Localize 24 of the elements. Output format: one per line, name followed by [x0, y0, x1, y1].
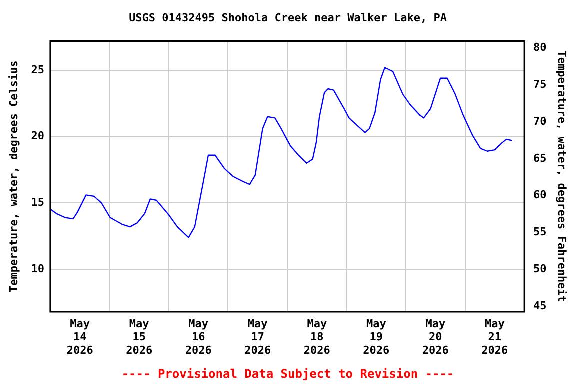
y-tick-label: 10: [31, 262, 44, 276]
y2-tick-label: 50: [534, 262, 547, 276]
x-tick-label: May 20 2026: [422, 317, 450, 357]
x-tick-label: May 17 2026: [244, 317, 272, 357]
x-tick-label: May 21 2026: [482, 317, 509, 357]
y2-tick-label: 45: [534, 299, 547, 312]
y-tick-label: 25: [31, 63, 44, 76]
x-tick-label: May 14 2026: [66, 317, 94, 357]
y2-tick-label: 65: [534, 152, 547, 165]
x-tick-label: May 15 2026: [126, 317, 153, 357]
x-tick-label: May 19 2026: [363, 317, 390, 357]
y2-axis-title: Temperature, water, degrees Fahrenheit: [556, 50, 569, 302]
y-tick-label: 20: [31, 130, 44, 143]
chart-title: USGS 01432495 Shohola Creek near Walker Lake, PA: [129, 11, 448, 24]
y2-tick-label: 55: [534, 226, 547, 239]
y2-tick-label: 60: [534, 188, 547, 202]
y2-tick-label: 75: [534, 78, 547, 92]
x-tick-label: May 18 2026: [304, 317, 331, 357]
y-tick-label: 15: [31, 196, 44, 210]
y-axis-title: Temperature, water, degrees Celsius: [7, 60, 20, 292]
y2-tick-label: 70: [534, 114, 547, 128]
y2-tick-label: 80: [534, 41, 547, 54]
x-tick-label: May 16 2026: [185, 317, 212, 357]
text: ---- Provisional Data Subject to Revision ----: [122, 366, 454, 381]
